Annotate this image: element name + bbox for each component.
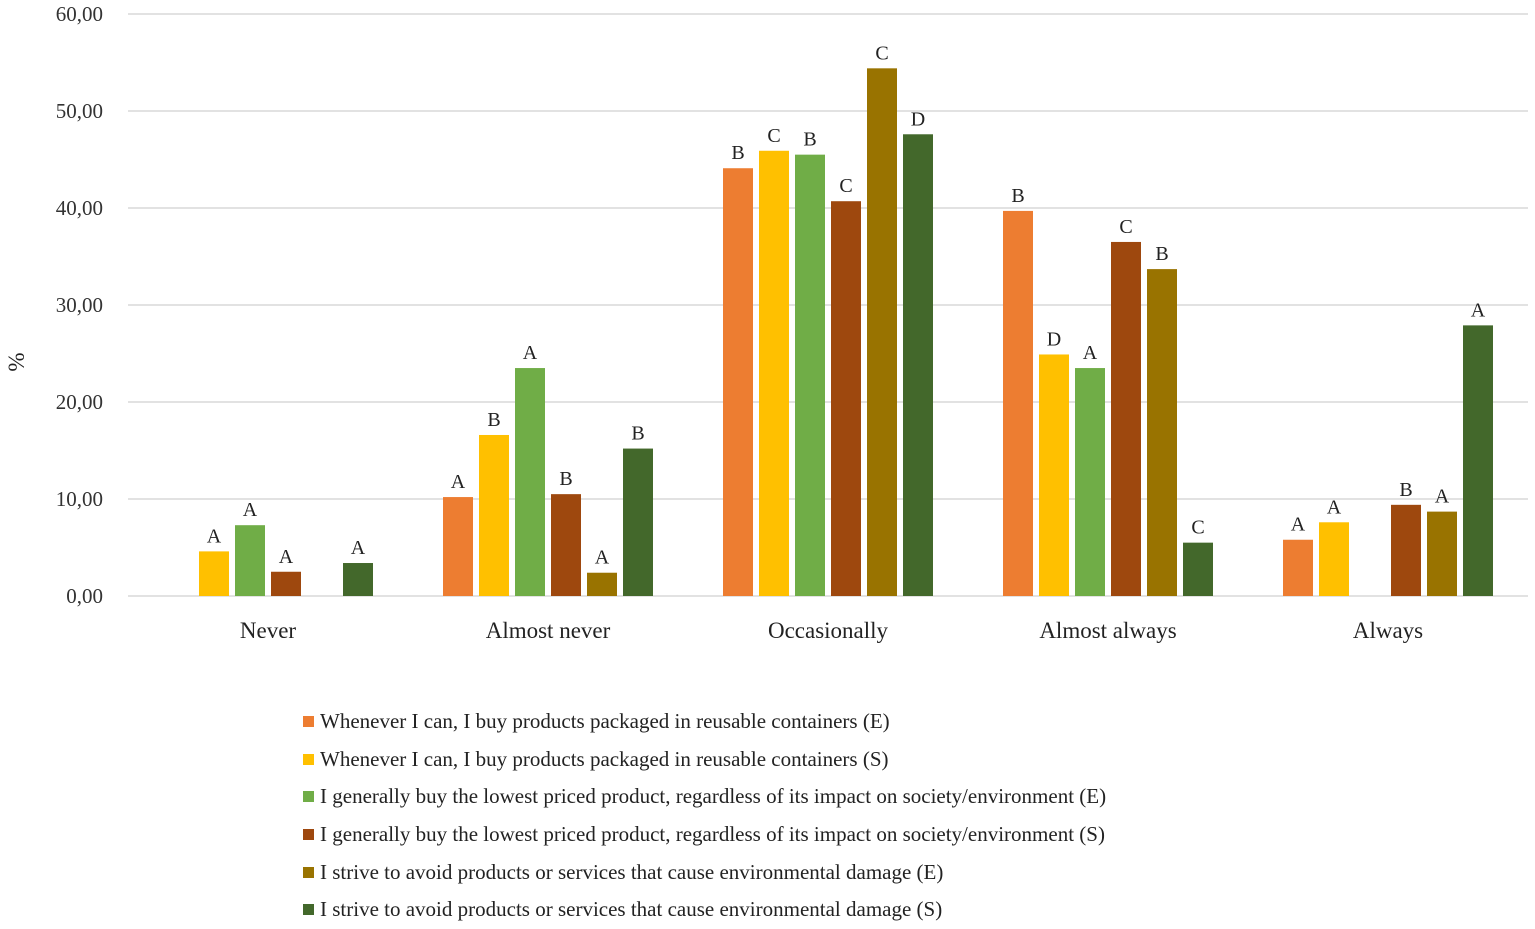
x-axis-categories: Never Almost never Occasionally Almost alwa… bbox=[240, 618, 1423, 643]
bar-letter-label: A bbox=[1327, 496, 1342, 518]
bar-letter-label: C bbox=[875, 42, 888, 64]
bar-letter-label: B bbox=[487, 409, 500, 431]
y-axis-title: % bbox=[4, 352, 29, 371]
y-tick-label: 60,00 bbox=[56, 2, 103, 26]
bar-letter-label: A bbox=[1083, 342, 1098, 364]
bars bbox=[199, 68, 1493, 597]
bar-letter-label: A bbox=[243, 499, 258, 521]
x-category-label: Almost never bbox=[486, 618, 611, 643]
legend-item: Whenever I can, I buy products packaged … bbox=[303, 741, 1106, 779]
legend-label: I strive to avoid products or services t… bbox=[320, 897, 943, 922]
bar bbox=[795, 154, 825, 596]
x-category-label: Never bbox=[240, 618, 297, 643]
x-category-label: Almost always bbox=[1039, 618, 1176, 643]
bar bbox=[1075, 368, 1105, 596]
bar bbox=[723, 168, 753, 597]
bar bbox=[199, 551, 229, 596]
bar bbox=[1391, 504, 1421, 596]
bar bbox=[1463, 325, 1493, 596]
bar bbox=[1283, 539, 1313, 596]
y-tick-label: 40,00 bbox=[56, 196, 103, 220]
legend-label: Whenever I can, I buy products packaged … bbox=[320, 709, 890, 734]
bar bbox=[587, 572, 617, 596]
bar-letter-label: C bbox=[1191, 517, 1204, 539]
bar-letter-label: A bbox=[1435, 486, 1450, 508]
bar bbox=[443, 497, 473, 596]
bar bbox=[551, 494, 581, 596]
y-tick-label: 0,00 bbox=[66, 584, 103, 608]
legend-swatch bbox=[303, 791, 314, 803]
bar bbox=[1039, 354, 1069, 596]
legend-item: I strive to avoid products or services t… bbox=[303, 891, 1106, 929]
bar-letter-label: A bbox=[1471, 299, 1486, 321]
legend-label: I generally buy the lowest priced produc… bbox=[320, 784, 1107, 809]
bar bbox=[1003, 210, 1033, 596]
x-category-label: Always bbox=[1353, 618, 1423, 643]
bar bbox=[831, 201, 861, 596]
bar-letter-label: B bbox=[803, 129, 816, 151]
bar-letter-label: B bbox=[631, 423, 644, 445]
bar-letter-label: A bbox=[451, 471, 466, 493]
bar-letter-label: B bbox=[1399, 479, 1412, 501]
bar-letter-label: C bbox=[1119, 216, 1132, 238]
bar bbox=[867, 68, 897, 596]
bar-letter-label: B bbox=[731, 142, 744, 164]
bar-letter-label: C bbox=[839, 175, 852, 197]
bar bbox=[1319, 522, 1349, 596]
bar-letter-label: B bbox=[559, 468, 572, 490]
y-axis-ticks: 0,00 10,00 20,00 30,00 40,00 50,00 60,00 bbox=[56, 2, 103, 608]
bar-letter-label: D bbox=[911, 108, 925, 130]
bar bbox=[479, 434, 509, 596]
bar bbox=[759, 150, 789, 596]
bar bbox=[903, 134, 933, 596]
bar-letter-label: A bbox=[207, 525, 222, 547]
bar bbox=[1427, 511, 1457, 596]
y-tick-label: 50,00 bbox=[56, 99, 103, 123]
y-tick-label: 30,00 bbox=[56, 293, 103, 317]
bar-letter-label: A bbox=[351, 537, 366, 559]
bar-letter-label: B bbox=[1011, 185, 1024, 207]
legend-item: I strive to avoid products or services t… bbox=[303, 853, 1106, 891]
legend-item: Whenever I can, I buy products packaged … bbox=[303, 703, 1106, 741]
bar bbox=[1183, 542, 1213, 596]
bar-letter-label: C bbox=[767, 125, 780, 147]
legend-swatch bbox=[303, 829, 314, 841]
legend: Whenever I can, I buy products packaged … bbox=[303, 703, 1106, 929]
legend-swatch bbox=[303, 904, 314, 916]
bar-letter-label: B bbox=[1155, 243, 1168, 265]
y-tick-label: 20,00 bbox=[56, 390, 103, 414]
bar bbox=[271, 571, 301, 596]
bar bbox=[1111, 241, 1141, 596]
bar bbox=[343, 563, 373, 596]
bar-letter-label: A bbox=[595, 547, 610, 569]
bar-letter-label: A bbox=[523, 342, 538, 364]
bar bbox=[623, 448, 653, 596]
legend-label: I strive to avoid products or services t… bbox=[320, 859, 944, 884]
legend-swatch bbox=[303, 716, 314, 728]
legend-swatch bbox=[303, 866, 314, 878]
legend-item: I generally buy the lowest priced produc… bbox=[303, 778, 1106, 816]
legend-label: I generally buy the lowest priced produc… bbox=[320, 822, 1105, 847]
bar bbox=[515, 368, 545, 596]
bar bbox=[1147, 269, 1177, 596]
bar-letter-label: D bbox=[1047, 328, 1061, 350]
legend-label: Whenever I can, I buy products packaged … bbox=[320, 746, 889, 771]
y-tick-label: 10,00 bbox=[56, 487, 103, 511]
bar bbox=[235, 525, 265, 596]
gridlines bbox=[128, 13, 1528, 597]
legend-swatch bbox=[303, 753, 314, 765]
x-category-label: Occasionally bbox=[768, 618, 889, 643]
bar-letter-label: A bbox=[1291, 514, 1306, 536]
bar-letter-label: A bbox=[279, 546, 294, 568]
legend-item: I generally buy the lowest priced produc… bbox=[303, 816, 1106, 854]
